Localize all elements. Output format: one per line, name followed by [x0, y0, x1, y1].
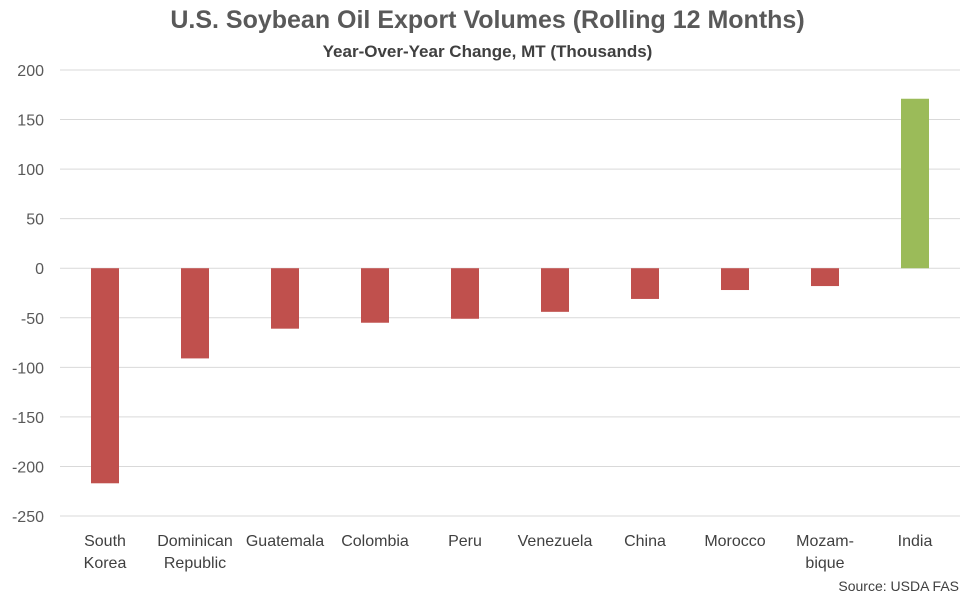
- bar: [631, 268, 659, 299]
- x-category-label: Guatemala: [246, 533, 324, 550]
- bar: [541, 268, 569, 312]
- chart-title: U.S. Soybean Oil Export Volumes (Rolling…: [170, 6, 805, 34]
- y-tick-label: 100: [17, 162, 44, 179]
- bar: [721, 268, 749, 291]
- y-tick-label: -200: [12, 459, 44, 476]
- y-tick-label: 0: [35, 261, 44, 278]
- y-tick-label: -250: [12, 509, 44, 526]
- x-category-label: South Korea: [84, 533, 127, 572]
- bar: [91, 268, 119, 484]
- y-tick-label: 200: [17, 63, 44, 80]
- x-category-label: Mozam-bique: [796, 533, 854, 572]
- chart-subtitle: Year-Over-Year Change, MT (Thousands): [322, 42, 653, 61]
- y-tick-label: -50: [21, 311, 44, 328]
- y-tick-label: 50: [26, 212, 44, 229]
- x-category-label: Morocco: [704, 533, 765, 550]
- y-tick-label: 150: [17, 113, 44, 130]
- x-category-label: China: [624, 533, 666, 550]
- x-category-label: Dominican Republic: [157, 533, 233, 572]
- bar: [811, 268, 839, 287]
- y-tick-label: -100: [12, 360, 44, 377]
- bar: [271, 268, 299, 329]
- bar: [451, 268, 479, 319]
- bar: [181, 268, 209, 359]
- y-tick-label: -150: [12, 410, 44, 427]
- x-category-label: India: [898, 533, 933, 550]
- x-category-label: Venezuela: [518, 533, 593, 550]
- bar: [361, 268, 389, 323]
- chart-source: Source: USDA FAS: [838, 578, 959, 594]
- x-category-label: Colombia: [341, 533, 409, 550]
- x-category-label: Peru: [448, 533, 482, 550]
- bar: [901, 98, 929, 269]
